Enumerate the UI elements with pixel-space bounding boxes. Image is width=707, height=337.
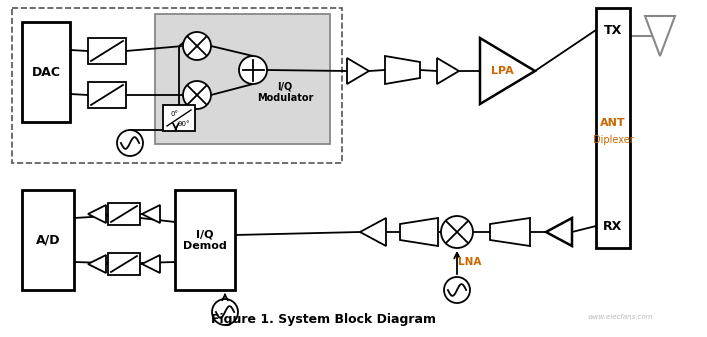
Polygon shape (385, 56, 420, 84)
Text: www.elecfans.com: www.elecfans.com (588, 314, 653, 320)
Bar (12, 8, 342, 163)
Polygon shape (546, 218, 572, 246)
Text: Diplexer: Diplexer (592, 135, 633, 145)
Polygon shape (360, 218, 386, 246)
Circle shape (444, 277, 470, 303)
Polygon shape (480, 38, 535, 104)
Polygon shape (142, 255, 160, 273)
Bar (108, 253, 140, 275)
Bar (596, 8, 630, 248)
Text: LPA: LPA (491, 66, 513, 76)
Polygon shape (490, 218, 530, 246)
Bar (108, 203, 140, 225)
Text: I/Q
Demod: I/Q Demod (183, 229, 227, 251)
Polygon shape (400, 218, 438, 246)
Polygon shape (88, 255, 106, 273)
Polygon shape (437, 58, 459, 84)
Circle shape (441, 216, 473, 248)
Polygon shape (88, 205, 106, 223)
Circle shape (117, 130, 143, 156)
Circle shape (212, 299, 238, 325)
Bar (88, 82, 126, 108)
Text: A/D: A/D (36, 234, 60, 246)
Circle shape (183, 81, 211, 109)
Bar (175, 190, 235, 290)
Text: DAC: DAC (32, 65, 61, 79)
Polygon shape (142, 205, 160, 223)
Text: LNA: LNA (458, 257, 481, 267)
Text: I/Q
Modulator: I/Q Modulator (257, 81, 313, 103)
Text: TX: TX (604, 24, 622, 36)
Text: Figure 1. System Block Diagram: Figure 1. System Block Diagram (211, 312, 436, 326)
Bar (163, 105, 195, 131)
Text: ANT: ANT (600, 118, 626, 128)
Bar (22, 22, 70, 122)
Circle shape (239, 56, 267, 84)
Bar (22, 190, 74, 290)
Text: 90°: 90° (177, 121, 190, 127)
Bar (155, 14, 330, 144)
Text: 0°: 0° (170, 111, 178, 117)
Circle shape (183, 32, 211, 60)
Bar (88, 38, 126, 64)
Polygon shape (645, 16, 675, 56)
Text: RX: RX (603, 219, 623, 233)
Polygon shape (347, 58, 369, 84)
